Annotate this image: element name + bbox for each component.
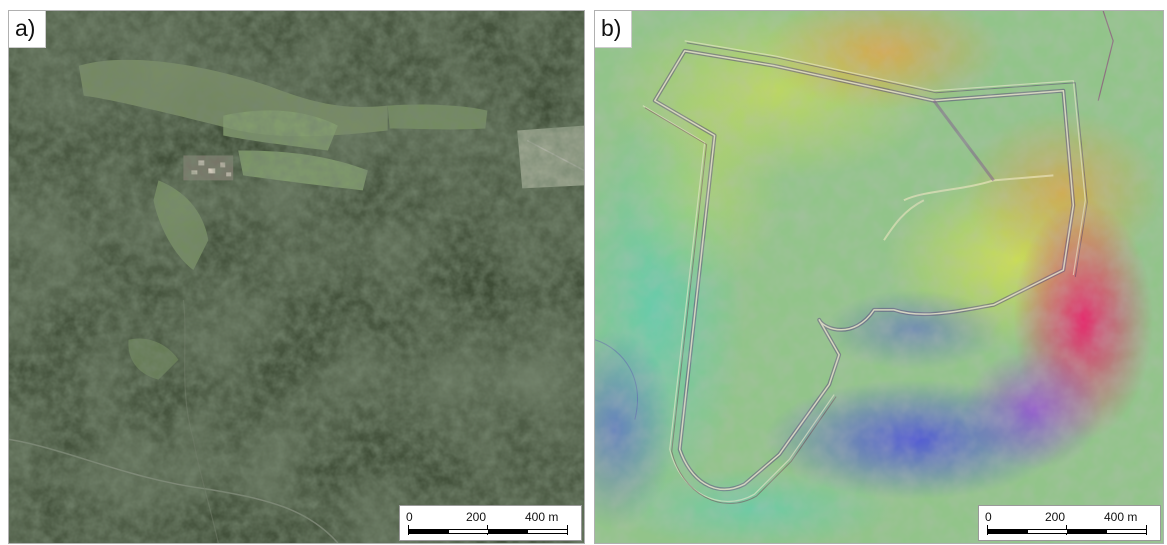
aerial-photo (9, 11, 584, 543)
scale-label-400: 400 m (525, 510, 559, 524)
relief-image (595, 11, 1163, 543)
aerial-image-panel: a) 0 200 400 m (8, 10, 585, 544)
scale-label-200: 200 (466, 510, 487, 524)
scale-label-0: 0 (406, 510, 413, 524)
scale-label-400: 400 m (1104, 510, 1138, 524)
scale-bar-b: 0 200 400 m (978, 505, 1161, 541)
scale-label-200: 200 (1045, 510, 1066, 524)
shaded-relief-panel: b) 0 200 400 m (594, 10, 1164, 544)
scale-bar-a: 0 200 400 m (399, 505, 582, 541)
panel-label-b: b) (595, 11, 633, 48)
scale-bar-graphic (408, 529, 568, 534)
scale-label-0: 0 (985, 510, 992, 524)
scale-bar-graphic (987, 529, 1147, 534)
panel-label-a: a) (9, 11, 47, 48)
